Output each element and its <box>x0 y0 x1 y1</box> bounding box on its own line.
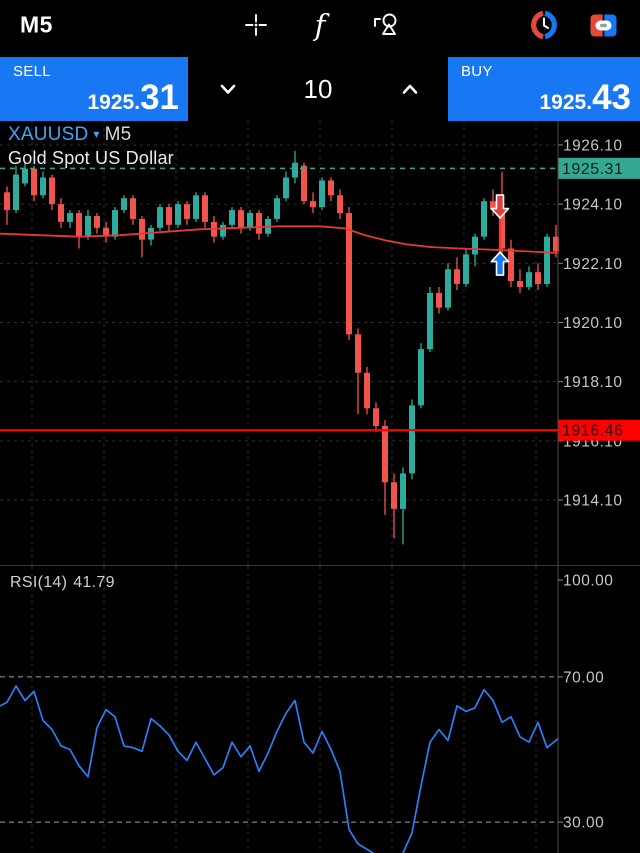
svg-text:1918.10: 1918.10 <box>563 374 623 391</box>
svg-text:1920.10: 1920.10 <box>563 315 623 332</box>
rsi-panel: 100.00 70.00 30.00 RSI(14) 41.79 <box>0 566 640 853</box>
volume-stepper: 10 <box>188 57 448 121</box>
buy-price: 1925. 43 <box>539 78 632 117</box>
indicators-icon[interactable]: f <box>314 7 326 42</box>
symbol-description: Gold Spot US Dollar <box>8 148 174 168</box>
svg-text:70.00: 70.00 <box>563 669 604 686</box>
chevron-up-icon <box>402 84 418 94</box>
trade-panel: SELL 1925. 31 10 BUY 1925. 43 <box>0 57 640 121</box>
svg-text:1925.31: 1925.31 <box>562 161 623 178</box>
sell-label: SELL <box>13 63 51 80</box>
rsi-value: 41.79 <box>73 574 115 591</box>
svg-text:1914.10: 1914.10 <box>563 493 623 510</box>
volume-increase-button[interactable] <box>384 57 436 121</box>
buy-label: BUY <box>461 63 493 80</box>
volume-decrease-button[interactable] <box>202 57 254 121</box>
svg-text:1924.10: 1924.10 <box>563 197 623 214</box>
svg-text:30.00: 30.00 <box>563 815 604 832</box>
svg-text:1922.10: 1922.10 <box>563 256 623 273</box>
one-click-trading-icon[interactable] <box>587 0 619 50</box>
sell-price: 1925. 31 <box>87 78 180 117</box>
candlestick-chart[interactable]: 1926.10 1924.10 1922.10 1920.10 1918.10 1916.… <box>0 121 640 566</box>
sell-button[interactable]: SELL 1925. 31 <box>0 57 188 121</box>
rsi-indicator-label: RSI(14) 41.79 <box>10 574 121 592</box>
crosshair-icon[interactable] <box>242 0 270 50</box>
panel-divider <box>0 565 640 566</box>
symbol-selector[interactable]: XAUUSD ▾ M5 <box>8 124 131 146</box>
symbol-dropdown-icon: ▾ <box>93 127 100 141</box>
chart-timeframe: M5 <box>104 124 132 145</box>
svg-text:1926.10: 1926.10 <box>563 137 623 154</box>
top-bar: M5 f <box>0 0 640 50</box>
svg-text:100.00: 100.00 <box>563 573 613 590</box>
svg-text:1916.46: 1916.46 <box>562 423 623 440</box>
rsi-name: RSI(14) <box>10 574 68 591</box>
buy-button[interactable]: BUY 1925. 43 <box>448 57 640 121</box>
rsi-chart[interactable]: 100.00 70.00 30.00 <box>0 566 640 853</box>
chevron-down-icon <box>220 84 236 94</box>
timeframe-button[interactable]: M5 <box>20 11 53 38</box>
clock-sessions-icon[interactable] <box>528 0 560 50</box>
objects-icon[interactable] <box>370 0 400 50</box>
price-chart-panel: 1926.10 1924.10 1922.10 1920.10 1918.10 1916.… <box>0 121 640 566</box>
symbol-name: XAUUSD <box>8 124 89 145</box>
